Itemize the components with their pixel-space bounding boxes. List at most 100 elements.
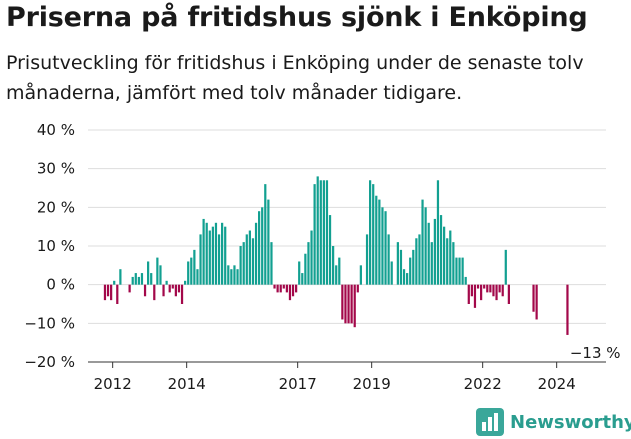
bar bbox=[476, 284, 480, 289]
bar bbox=[239, 246, 242, 285]
bar bbox=[221, 222, 224, 285]
bar bbox=[378, 199, 381, 285]
bar bbox=[470, 284, 473, 297]
bar bbox=[427, 222, 430, 285]
bar bbox=[171, 284, 174, 289]
bar bbox=[424, 207, 427, 285]
y-tick-label: 20 % bbox=[37, 198, 75, 216]
bar bbox=[347, 284, 350, 324]
bar bbox=[150, 273, 153, 285]
bar bbox=[322, 180, 325, 285]
bar bbox=[504, 249, 507, 285]
bar bbox=[180, 284, 184, 304]
bar bbox=[273, 284, 276, 289]
bar bbox=[251, 238, 255, 285]
bar bbox=[236, 269, 239, 285]
bar bbox=[258, 211, 261, 285]
x-tick-label: 2022 bbox=[464, 375, 502, 393]
bar bbox=[116, 284, 119, 304]
bar bbox=[313, 184, 316, 285]
bar bbox=[483, 284, 486, 289]
bar bbox=[387, 234, 390, 285]
bar bbox=[307, 242, 310, 285]
bar bbox=[113, 280, 116, 285]
bar bbox=[449, 230, 452, 285]
bar bbox=[501, 284, 504, 297]
bar bbox=[325, 180, 329, 285]
bar bbox=[205, 222, 208, 285]
bar bbox=[128, 284, 131, 293]
bar bbox=[106, 284, 110, 297]
chart-subtitle: Prisutveckling för fritidshus i Enköping… bbox=[6, 52, 584, 104]
bar bbox=[208, 230, 211, 285]
bar bbox=[217, 234, 221, 285]
bar bbox=[406, 273, 409, 285]
bar bbox=[187, 261, 190, 285]
y-tick-label: −20 % bbox=[24, 353, 75, 371]
bar bbox=[159, 265, 162, 285]
x-tick-label: 2017 bbox=[279, 375, 317, 393]
bar bbox=[233, 265, 236, 285]
bar bbox=[162, 284, 165, 297]
bar bbox=[353, 284, 356, 328]
bar bbox=[202, 218, 205, 285]
bar bbox=[332, 246, 335, 285]
bar bbox=[267, 199, 270, 285]
brand-name: Newsworthy bbox=[510, 411, 631, 433]
bar bbox=[285, 284, 288, 293]
bar bbox=[338, 257, 341, 285]
annotation-label: −13 % bbox=[570, 344, 621, 362]
chart-title: Priserna på fritidshus sjönk i Enköping bbox=[6, 2, 588, 33]
bar bbox=[372, 184, 375, 285]
bar bbox=[279, 284, 282, 293]
bar bbox=[480, 284, 483, 301]
bar bbox=[211, 226, 214, 285]
bar bbox=[184, 280, 187, 285]
bar bbox=[341, 284, 344, 320]
bar bbox=[375, 195, 378, 285]
bar bbox=[264, 184, 267, 285]
bars bbox=[103, 176, 569, 335]
bar bbox=[439, 215, 443, 285]
bar bbox=[165, 280, 168, 285]
bar bbox=[381, 207, 384, 285]
bar bbox=[131, 276, 134, 285]
bar bbox=[245, 234, 248, 285]
bar bbox=[193, 249, 196, 285]
bar bbox=[356, 284, 359, 293]
bar bbox=[436, 180, 440, 285]
bar bbox=[242, 242, 245, 285]
bar bbox=[227, 265, 230, 285]
bar bbox=[430, 242, 433, 285]
bar bbox=[147, 261, 150, 285]
y-tick-label: 40 % bbox=[37, 121, 75, 139]
bar bbox=[310, 230, 313, 285]
bar bbox=[174, 284, 177, 297]
y-tick-label: 10 % bbox=[37, 237, 75, 255]
bar bbox=[409, 257, 412, 285]
bar bbox=[402, 269, 406, 285]
bar bbox=[140, 273, 144, 285]
bar bbox=[248, 230, 251, 285]
bar bbox=[298, 261, 301, 285]
bar bbox=[344, 284, 347, 324]
bar bbox=[421, 199, 424, 285]
bar bbox=[276, 284, 279, 293]
bar bbox=[282, 284, 285, 289]
bar bbox=[461, 257, 464, 285]
bar bbox=[177, 284, 181, 293]
bar bbox=[143, 284, 147, 297]
bar bbox=[270, 242, 273, 285]
bar bbox=[412, 249, 415, 285]
bar bbox=[399, 249, 403, 285]
bar bbox=[489, 284, 492, 293]
bar bbox=[464, 276, 467, 285]
bar bbox=[328, 215, 332, 285]
bar bbox=[319, 180, 322, 285]
bar bbox=[168, 284, 171, 293]
bar bbox=[110, 284, 113, 301]
y-tick-label: 30 % bbox=[37, 160, 75, 178]
bar bbox=[224, 226, 227, 285]
bar bbox=[365, 234, 369, 285]
